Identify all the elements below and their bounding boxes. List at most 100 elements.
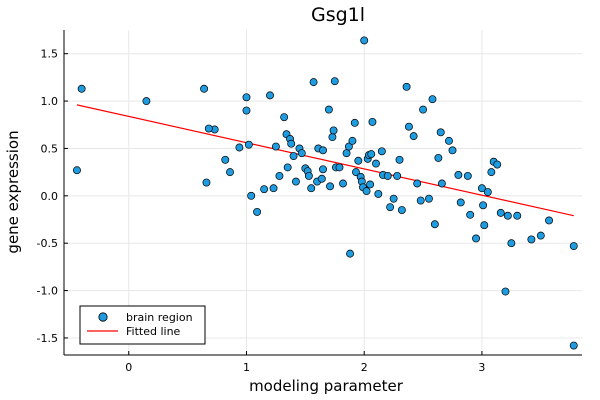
y-tick-label: -1.5 bbox=[37, 332, 58, 345]
data-point bbox=[377, 147, 386, 156]
data-point bbox=[503, 211, 512, 220]
x-tick-label: 1 bbox=[243, 361, 250, 374]
data-point bbox=[319, 146, 327, 155]
data-point bbox=[395, 155, 404, 164]
data-point bbox=[266, 91, 274, 100]
data-point bbox=[77, 84, 86, 93]
data-point bbox=[348, 136, 357, 145]
data-point bbox=[235, 143, 244, 152]
data-point bbox=[360, 36, 369, 45]
data-point bbox=[328, 133, 337, 142]
data-point bbox=[404, 122, 413, 131]
data-point bbox=[425, 194, 433, 203]
data-point bbox=[204, 124, 213, 133]
data-point bbox=[280, 113, 289, 122]
y-tick-label: -1.0 bbox=[37, 285, 58, 298]
data-point bbox=[493, 160, 502, 169]
points-group bbox=[72, 36, 578, 350]
data-point bbox=[346, 249, 355, 258]
data-point bbox=[409, 132, 418, 141]
data-point bbox=[480, 221, 489, 230]
data-point bbox=[362, 187, 371, 196]
data-point bbox=[367, 150, 376, 159]
data-point bbox=[386, 203, 395, 212]
data-point bbox=[393, 171, 402, 180]
y-tick-label: -0.5 bbox=[37, 237, 58, 250]
data-point bbox=[275, 171, 284, 180]
data-point bbox=[463, 171, 472, 180]
fitted-line-group bbox=[76, 104, 574, 217]
data-point bbox=[477, 184, 486, 193]
data-point bbox=[221, 155, 230, 164]
data-point bbox=[437, 179, 446, 188]
legend-marker-brain-region bbox=[98, 312, 108, 322]
axes bbox=[63, 30, 582, 356]
data-point bbox=[413, 179, 422, 188]
data-point bbox=[372, 159, 380, 168]
data-point bbox=[501, 287, 510, 296]
legend-label-fitted-line: Fitted line bbox=[126, 325, 181, 338]
data-point bbox=[536, 231, 545, 240]
x-tick-label: 2 bbox=[361, 361, 368, 374]
data-point bbox=[142, 97, 151, 106]
data-point bbox=[402, 82, 411, 91]
data-point bbox=[436, 128, 445, 137]
data-point bbox=[419, 105, 428, 114]
data-point bbox=[483, 188, 492, 196]
data-point bbox=[242, 106, 251, 115]
legend: brain region Fitted line bbox=[79, 305, 206, 345]
data-point bbox=[319, 165, 327, 174]
legend-label-brain-region: brain region bbox=[126, 311, 193, 324]
data-point bbox=[354, 156, 363, 165]
data-point bbox=[383, 171, 392, 180]
data-point bbox=[291, 177, 300, 186]
data-point bbox=[445, 136, 453, 145]
data-point bbox=[329, 126, 338, 135]
data-point bbox=[339, 179, 347, 188]
data-point bbox=[269, 184, 278, 193]
data-point bbox=[242, 93, 251, 102]
data-point bbox=[244, 140, 253, 149]
data-point bbox=[513, 211, 522, 220]
x-axis-title: modeling parameter bbox=[249, 377, 404, 395]
data-point bbox=[454, 171, 463, 179]
data-point bbox=[309, 78, 318, 87]
data-point bbox=[350, 118, 359, 127]
data-point bbox=[466, 210, 475, 219]
data-point bbox=[569, 341, 578, 350]
data-point bbox=[297, 149, 306, 158]
data-point bbox=[289, 152, 298, 160]
fitted-line bbox=[76, 104, 574, 217]
data-point bbox=[317, 174, 326, 183]
data-point bbox=[456, 198, 465, 207]
data-point bbox=[507, 239, 516, 248]
data-point bbox=[247, 191, 256, 200]
data-point bbox=[72, 166, 81, 175]
x-tick-label: 0 bbox=[125, 361, 132, 374]
data-point bbox=[271, 142, 280, 151]
legend-box bbox=[79, 305, 206, 345]
data-point bbox=[397, 206, 406, 214]
y-axis-title: gene expression bbox=[4, 130, 22, 253]
data-point bbox=[479, 201, 488, 210]
data-point bbox=[366, 180, 375, 189]
data-point bbox=[472, 234, 480, 243]
data-point bbox=[448, 146, 457, 155]
data-point bbox=[202, 178, 211, 187]
data-point bbox=[344, 142, 353, 151]
data-point bbox=[428, 95, 437, 104]
data-point bbox=[352, 168, 360, 177]
y-tick-label: 1.5 bbox=[41, 48, 59, 61]
data-point bbox=[287, 139, 296, 148]
data-point bbox=[496, 208, 505, 217]
data-point bbox=[342, 149, 351, 158]
data-point bbox=[335, 163, 344, 172]
data-point bbox=[545, 216, 553, 225]
chart-title: Gsg1l bbox=[311, 4, 365, 26]
y-tick-label: 0.0 bbox=[41, 190, 59, 203]
data-point bbox=[330, 77, 339, 86]
data-point bbox=[253, 207, 262, 216]
data-point bbox=[283, 163, 292, 172]
x-tick-label: 3 bbox=[478, 361, 485, 374]
